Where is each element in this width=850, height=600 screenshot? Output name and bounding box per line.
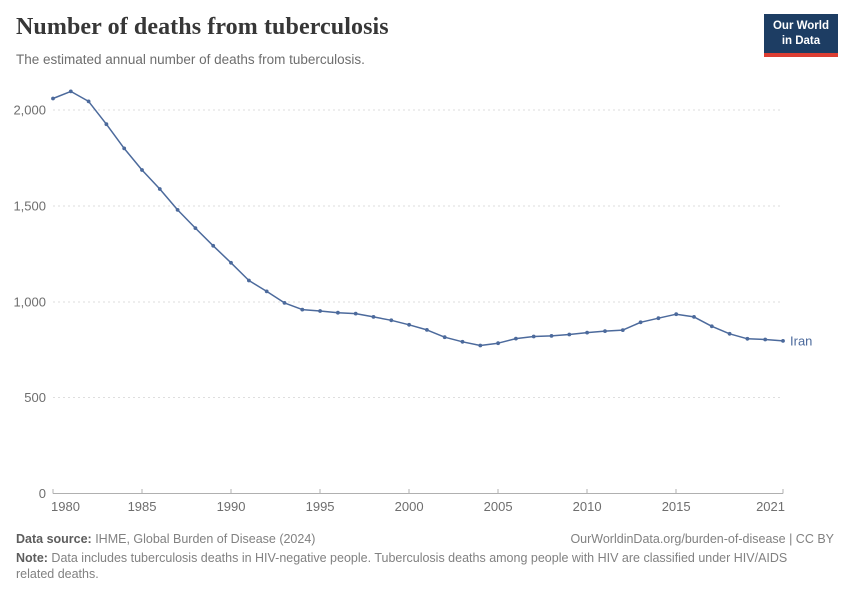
data-point [140, 168, 144, 172]
data-point [371, 315, 376, 319]
chart-subtitle: The estimated annual number of deaths fr… [16, 52, 365, 67]
data-point [549, 334, 554, 338]
data-point [51, 96, 55, 101]
data-point [442, 335, 447, 340]
x-tick-label: 1980 [51, 499, 80, 514]
data-source-label: Data source: [16, 532, 92, 546]
data-point [620, 328, 625, 332]
chart-footer: Data source: IHME, Global Burden of Dise… [16, 531, 834, 583]
data-point [157, 187, 162, 191]
data-point [300, 307, 305, 312]
data-point [567, 332, 572, 337]
chart-note: Note: Data includes tuberculosis deaths … [16, 550, 822, 583]
y-tick-label: 500 [24, 390, 46, 405]
data-point [709, 324, 714, 329]
owid-logo-line1: Our World [772, 20, 829, 32]
note-text: Data includes tuberculosis deaths in HIV… [16, 550, 788, 582]
data-point [692, 315, 696, 319]
data-source-text: IHME, Global Burden of Disease (2024) [91, 532, 316, 546]
data-point [193, 226, 198, 231]
x-tick-label: 1995 [306, 499, 335, 514]
x-tick-label: 1985 [128, 499, 157, 514]
x-tick-label: 2005 [484, 499, 513, 514]
data-point [781, 339, 785, 343]
data-point [353, 311, 358, 316]
data-point [104, 122, 109, 127]
data-point [425, 328, 429, 332]
data-point [175, 208, 180, 212]
data-point [478, 343, 483, 348]
x-tick-label: 2000 [395, 499, 424, 514]
page-title: Number of deaths from tuberculosis [16, 14, 389, 40]
data-point [211, 243, 216, 248]
data-point [460, 339, 465, 344]
data-source: Data source: IHME, Global Burden of Dise… [16, 531, 315, 548]
data-point [68, 89, 73, 94]
data-point [229, 260, 233, 265]
data-point [656, 316, 661, 321]
owid-logo[interactable]: Our World in Data [763, 14, 838, 57]
x-tick-label: 2010 [573, 499, 602, 514]
x-tick-label: 2015 [662, 499, 691, 514]
data-point [514, 336, 518, 341]
data-point [282, 301, 287, 305]
data-point [674, 312, 679, 317]
data-point [264, 289, 269, 294]
data-point [247, 278, 251, 283]
y-tick-label: 1,000 [13, 294, 46, 309]
trend-line [52, 90, 784, 347]
x-tick-label: 1990 [217, 499, 246, 514]
data-point [727, 331, 732, 336]
data-point [407, 322, 411, 327]
data-point [389, 318, 394, 323]
x-tick-label: 2021 [756, 499, 785, 514]
owid-logo-line2: in Data [781, 34, 821, 47]
data-point [638, 320, 643, 325]
owid-url-link[interactable]: OurWorldinData.org/burden-of-disease | C… [570, 532, 834, 546]
data-point [763, 337, 768, 342]
data-point [86, 99, 91, 104]
data-point [318, 309, 322, 313]
data-point [585, 330, 589, 335]
y-tick-label: 0 [39, 486, 46, 501]
data-point [603, 329, 607, 333]
note-label: Note: [16, 550, 48, 565]
data-point [336, 310, 340, 315]
data-point [496, 341, 500, 346]
series-label-iran[interactable]: Iran [790, 333, 812, 348]
data-point [745, 336, 750, 341]
data-point [122, 146, 127, 151]
y-tick-label: 1,500 [13, 198, 46, 213]
data-point [531, 334, 536, 339]
y-tick-label: 2,000 [13, 103, 46, 118]
